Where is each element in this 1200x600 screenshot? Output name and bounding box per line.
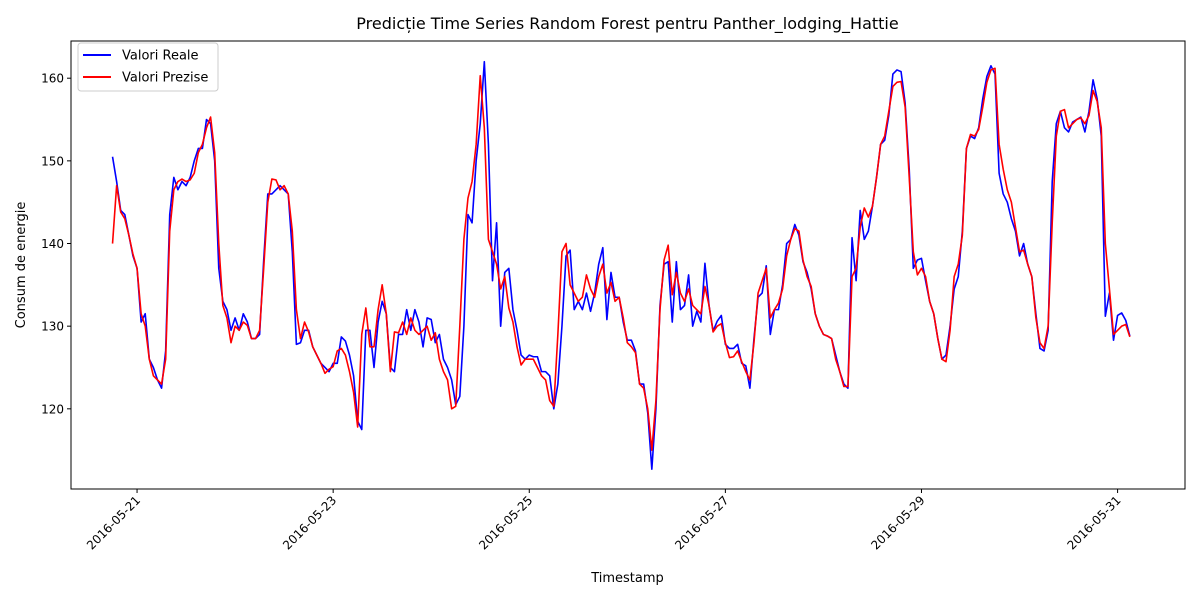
plot-area xyxy=(111,60,1131,470)
legend-label-1: Valori Reale xyxy=(122,49,199,64)
y-tick-label: 120 xyxy=(41,402,64,416)
legend: Valori Reale Valori Prezise xyxy=(77,42,219,92)
y-axis-label: Consum de energie xyxy=(14,202,29,329)
y-axis: 120 130 140 150 160 xyxy=(41,72,71,416)
y-tick-label: 140 xyxy=(41,237,64,251)
y-tick-label: 130 xyxy=(41,320,64,334)
axes-frame xyxy=(70,40,1186,490)
y-tick-label: 150 xyxy=(41,154,64,168)
y-tick-label: 160 xyxy=(41,72,64,86)
x-axis-label: Timestamp xyxy=(590,571,664,586)
series-line-2 xyxy=(111,67,1131,451)
chart-title: Predicție Time Series Random Forest pent… xyxy=(356,14,898,34)
legend-label-2: Valori Prezise xyxy=(122,71,208,86)
legend-box xyxy=(77,42,219,92)
